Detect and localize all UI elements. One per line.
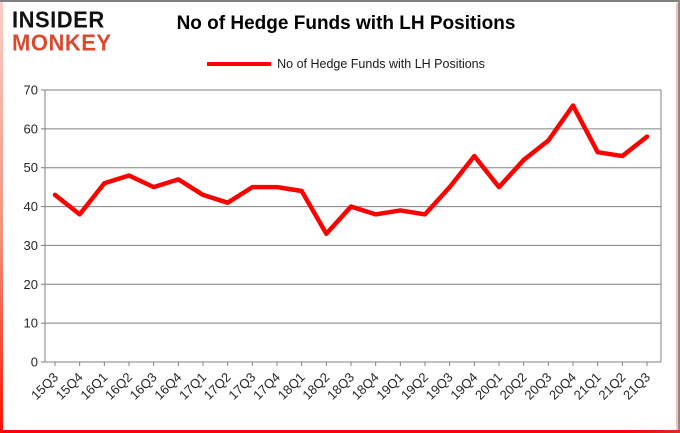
chart-legend: No of Hedge Funds with LH Positions bbox=[0, 55, 680, 71]
x-tick-label: 17Q2 bbox=[201, 370, 234, 403]
logo-line-insider: INSIDER bbox=[12, 6, 105, 33]
frame-edge-right bbox=[678, 0, 680, 433]
x-tick-label: 18Q4 bbox=[349, 370, 382, 403]
x-tick-label: 18Q1 bbox=[275, 370, 308, 403]
x-tick-label: 19Q1 bbox=[373, 370, 406, 403]
line-chart-plot: 01020304050607015Q315Q416Q116Q216Q316Q41… bbox=[24, 83, 662, 403]
frame-edge-left-accent bbox=[0, 2, 3, 433]
y-tick-label: 50 bbox=[24, 160, 38, 175]
x-tick-label: 21Q2 bbox=[595, 370, 628, 403]
insider-monkey-logo: INSIDER MONKEY bbox=[12, 6, 112, 56]
x-tick-label: 16Q4 bbox=[151, 370, 184, 403]
x-tick-label: 18Q3 bbox=[324, 370, 357, 403]
x-tick-label: 21Q1 bbox=[571, 370, 604, 403]
logo-line-monkey: MONKEY bbox=[12, 29, 112, 56]
legend-label: No of Hedge Funds with LH Positions bbox=[277, 57, 485, 71]
x-tick-label: 16Q1 bbox=[77, 370, 110, 403]
x-tick-label: 17Q4 bbox=[250, 370, 283, 403]
y-tick-label: 70 bbox=[24, 83, 38, 98]
x-tick-label: 19Q2 bbox=[398, 370, 431, 403]
x-tick-label: 21Q3 bbox=[620, 370, 653, 403]
x-tick-label: 17Q3 bbox=[225, 370, 258, 403]
y-tick-label: 20 bbox=[24, 277, 38, 292]
y-tick-label: 60 bbox=[24, 121, 38, 136]
y-tick-label: 10 bbox=[24, 316, 38, 331]
x-tick-label: 19Q4 bbox=[447, 370, 480, 403]
x-tick-label: 18Q2 bbox=[299, 370, 332, 403]
x-tick-label: 15Q3 bbox=[28, 370, 61, 403]
x-tick-label: 20Q1 bbox=[472, 370, 505, 403]
x-tick-label: 20Q4 bbox=[546, 370, 579, 403]
x-tick-label: 20Q3 bbox=[521, 370, 554, 403]
frame-edge-bottom-accent bbox=[0, 430, 680, 433]
y-tick-label: 30 bbox=[24, 238, 38, 253]
x-tick-label: 16Q3 bbox=[127, 370, 160, 403]
frame-edge-top bbox=[0, 0, 680, 2]
page-title: No of Hedge Funds with LH Positions bbox=[176, 13, 516, 34]
legend-line-icon bbox=[207, 62, 272, 66]
x-tick-label: 20Q2 bbox=[497, 370, 530, 403]
series-line-hedge-funds bbox=[52, 103, 650, 237]
x-tick-label: 19Q3 bbox=[423, 370, 456, 403]
x-tick-label: 17Q1 bbox=[176, 370, 209, 403]
x-tick-label: 16Q2 bbox=[102, 370, 135, 403]
y-tick-label: 0 bbox=[31, 355, 38, 370]
x-tick-label: 15Q4 bbox=[53, 370, 86, 403]
y-tick-label: 40 bbox=[24, 199, 38, 214]
frame-edge-right-accent bbox=[676, 3, 678, 433]
